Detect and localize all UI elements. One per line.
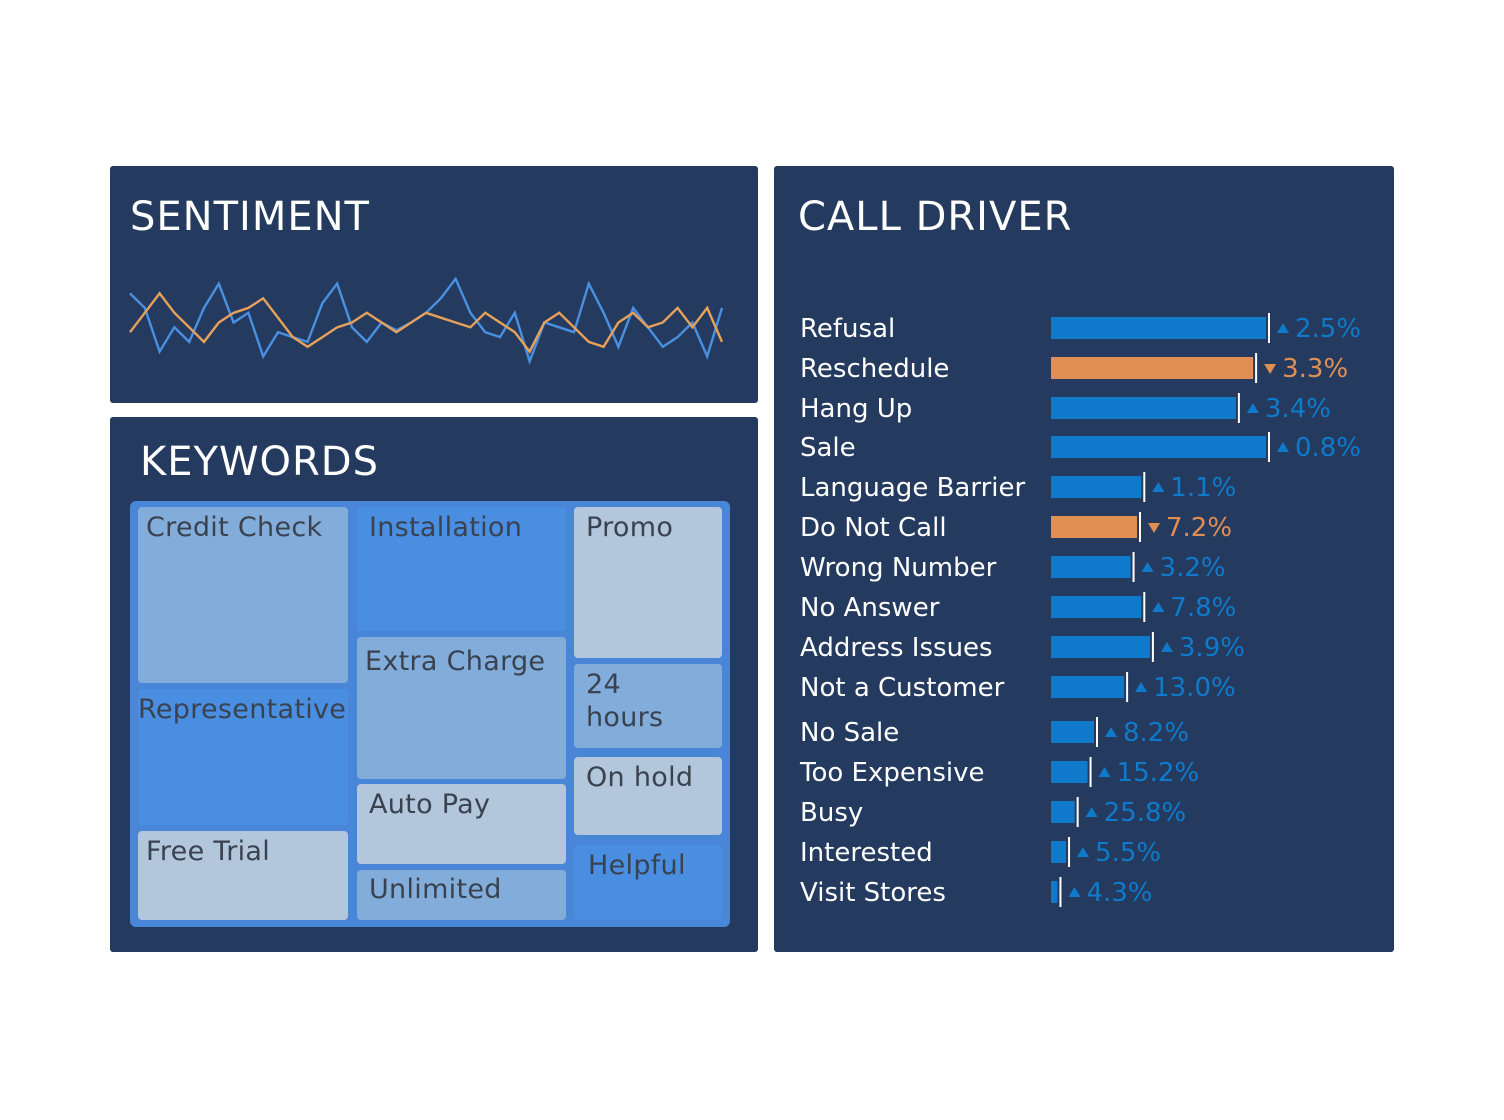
call-driver-bar[interactable]: [1051, 516, 1137, 538]
tile-label: Representative: [138, 694, 347, 725]
call-driver-bar[interactable]: [1051, 436, 1266, 458]
call-driver-category-label: Do Not Call: [800, 513, 947, 543]
tile-label: 24 hours: [586, 669, 664, 733]
down-arrow-icon: [1148, 523, 1160, 533]
up-arrow-icon: [1077, 847, 1090, 857]
up-arrow-icon: [1277, 442, 1289, 452]
treemap-tile[interactable]: On hold: [574, 757, 722, 835]
call-driver-change-label: 8.2%: [1123, 718, 1189, 748]
call-driver-bar-chart: Refusal 2.5% Reschedule 3.3% Hang Up 3.4% Sale…: [799, 313, 1361, 908]
sentiment-title: SENTIMENT: [130, 194, 370, 240]
up-arrow-icon: [1135, 682, 1148, 692]
treemap-tile[interactable]: 24 hours: [574, 664, 722, 748]
treemap-tile[interactable]: Promo: [574, 507, 722, 658]
call-driver-category-label: No Answer: [800, 593, 940, 623]
sentiment-line-chart: [129, 276, 724, 365]
call-driver-bar[interactable]: [1051, 881, 1058, 903]
up-arrow-icon: [1098, 767, 1111, 777]
call-driver-category-label: No Sale: [800, 718, 899, 748]
call-driver-bar[interactable]: [1051, 556, 1131, 578]
call-driver-change-label: 2.5%: [1295, 314, 1361, 344]
up-arrow-icon: [1160, 642, 1173, 652]
call-driver-category-label: Wrong Number: [800, 553, 997, 583]
tile-label: Unlimited: [369, 874, 502, 905]
keywords-panel: KEYWORDS Credit Check Representative Fre…: [110, 417, 758, 952]
tile-label: On hold: [586, 762, 694, 793]
up-arrow-icon: [1141, 562, 1154, 572]
call-driver-category-label: Address Issues: [800, 633, 993, 663]
up-arrow-icon: [1152, 602, 1165, 612]
call-driver-change-label: 3.2%: [1160, 553, 1226, 583]
call-driver-bar[interactable]: [1051, 676, 1125, 698]
tile-label: Credit Check: [146, 512, 323, 543]
call-driver-category-label: Busy: [800, 798, 863, 828]
call-driver-bar[interactable]: [1051, 841, 1067, 863]
up-arrow-icon: [1105, 727, 1117, 737]
call-driver-bar[interactable]: [1051, 476, 1142, 498]
keywords-title: KEYWORDS: [140, 439, 379, 485]
call-driver-category-label: Visit Stores: [800, 878, 946, 908]
call-driver-bar[interactable]: [1051, 596, 1142, 618]
call-driver-change-label: 1.1%: [1170, 473, 1236, 503]
keywords-treemap: Credit Check Representative Free Trial I…: [130, 501, 730, 927]
call-driver-category-label: Interested: [800, 838, 933, 868]
call-driver-title: CALL DRIVER: [798, 194, 1073, 240]
treemap-tile[interactable]: Free Trial: [138, 831, 348, 920]
up-arrow-icon: [1277, 323, 1289, 333]
tile-label: Extra Charge: [365, 646, 546, 677]
up-arrow-icon: [1068, 887, 1081, 897]
tile-label: Promo: [586, 512, 674, 543]
treemap-tile[interactable]: Representative: [138, 689, 348, 825]
call-driver-change-label: 5.5%: [1095, 838, 1161, 868]
call-driver-change-label: 3.9%: [1179, 633, 1245, 663]
call-driver-change-label: 3.3%: [1282, 354, 1348, 384]
call-driver-category-label: Refusal: [800, 314, 895, 344]
call-driver-bar[interactable]: [1051, 761, 1088, 783]
call-driver-change-label: 3.4%: [1265, 394, 1331, 424]
down-arrow-icon: [1264, 364, 1277, 374]
call-driver-change-label: 15.2%: [1117, 758, 1200, 788]
sentiment-series-line: [129, 276, 724, 365]
up-arrow-icon: [1246, 403, 1259, 413]
call-driver-bar[interactable]: [1051, 801, 1075, 823]
call-driver-category-label: Too Expensive: [799, 758, 985, 788]
treemap-tile[interactable]: Unlimited: [357, 870, 566, 920]
treemap-tile[interactable]: Credit Check: [138, 507, 348, 683]
call-driver-category-label: Reschedule: [800, 354, 949, 384]
call-driver-category-label: Language Barrier: [800, 473, 1025, 503]
call-driver-category-label: Not a Customer: [800, 673, 1005, 703]
call-driver-bar[interactable]: [1051, 397, 1236, 419]
call-driver-change-label: 4.3%: [1086, 878, 1152, 908]
call-driver-change-label: 7.8%: [1170, 593, 1236, 623]
call-driver-panel: CALL DRIVER Refusal 2.5% Reschedule 3.3% Han…: [774, 166, 1394, 952]
call-driver-category-label: Hang Up: [800, 394, 912, 424]
tile-label: Helpful: [588, 850, 686, 881]
call-driver-change-label: 13.0%: [1153, 673, 1236, 703]
call-driver-bar[interactable]: [1051, 636, 1150, 658]
tile-label: Free Trial: [146, 836, 271, 867]
call-driver-change-label: 25.8%: [1104, 798, 1187, 828]
call-driver-category-label: Sale: [800, 433, 856, 463]
call-driver-change-label: 0.8%: [1295, 433, 1361, 463]
call-driver-change-label: 7.2%: [1166, 513, 1232, 543]
treemap-tile[interactable]: Helpful: [574, 845, 722, 920]
treemap-tile[interactable]: Auto Pay: [357, 784, 566, 864]
treemap-tile[interactable]: Installation: [357, 507, 566, 631]
tile-label: Auto Pay: [369, 789, 491, 820]
tile-label: Installation: [369, 512, 523, 543]
call-driver-bar[interactable]: [1051, 317, 1266, 339]
call-driver-bar[interactable]: [1051, 721, 1094, 743]
call-driver-bar[interactable]: [1051, 357, 1254, 379]
up-arrow-icon: [1085, 807, 1098, 817]
up-arrow-icon: [1152, 482, 1165, 492]
treemap-tile[interactable]: Extra Charge: [357, 637, 566, 779]
sentiment-series-line: [129, 291, 724, 354]
sentiment-panel: SENTIMENT: [110, 166, 758, 403]
